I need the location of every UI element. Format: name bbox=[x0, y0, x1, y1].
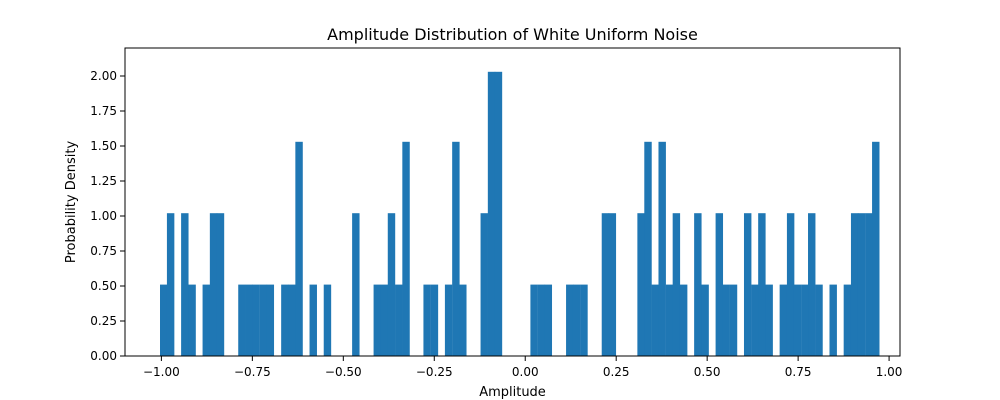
histogram-bar bbox=[373, 284, 382, 356]
y-tick-label: 0.00 bbox=[90, 349, 117, 363]
x-tick-label: 0.75 bbox=[785, 365, 812, 379]
y-axis-label: Probability Density bbox=[64, 141, 79, 264]
histogram-bar bbox=[252, 284, 260, 356]
histogram-bar bbox=[658, 141, 666, 356]
histogram-bar bbox=[729, 284, 738, 356]
histogram-bar bbox=[758, 213, 766, 356]
histogram-bar bbox=[872, 141, 880, 356]
histogram-bar bbox=[601, 213, 610, 356]
histogram-bar bbox=[188, 284, 196, 356]
histogram-bar bbox=[801, 284, 809, 356]
histogram-bar bbox=[216, 213, 225, 356]
histogram-bar bbox=[245, 284, 253, 356]
y-tick-label: 1.00 bbox=[90, 209, 117, 223]
histogram-bar bbox=[459, 284, 467, 356]
histogram-bar bbox=[387, 213, 396, 356]
histogram-bar bbox=[580, 284, 588, 356]
histogram-bar bbox=[266, 284, 275, 356]
histogram-bar bbox=[566, 284, 574, 356]
histogram-bar bbox=[530, 284, 538, 356]
histogram-bar bbox=[743, 213, 752, 356]
histogram-bar bbox=[637, 213, 645, 356]
histogram-bar bbox=[679, 284, 688, 356]
x-tick-label: −0.25 bbox=[416, 365, 453, 379]
histogram-bar bbox=[793, 284, 802, 356]
histogram-bar bbox=[352, 213, 360, 356]
y-axis-ticks: 0.00 0.25 0.50 0.75 1.00 1.25 1.50 1.75 2.00 bbox=[90, 69, 125, 363]
x-tick-label: 0.00 bbox=[512, 365, 539, 379]
histogram-bar bbox=[786, 213, 795, 356]
histogram-bar bbox=[423, 284, 431, 356]
histogram-bar bbox=[665, 284, 674, 356]
y-tick-label: 1.75 bbox=[90, 104, 117, 118]
y-tick-label: 1.50 bbox=[90, 139, 117, 153]
histogram-bar bbox=[672, 213, 681, 356]
histogram-bar bbox=[166, 213, 175, 356]
y-tick-label: 0.50 bbox=[90, 279, 117, 293]
histogram-bar bbox=[815, 284, 823, 356]
histogram-bar bbox=[209, 213, 218, 356]
histogram-bar bbox=[309, 284, 317, 356]
x-axis-label: Amplitude bbox=[479, 385, 546, 400]
histogram-bar bbox=[865, 213, 873, 356]
x-tick-label: 0.50 bbox=[694, 365, 721, 379]
histogram-bar bbox=[160, 284, 168, 356]
chart-title: Amplitude Distribution of White Uniform … bbox=[327, 25, 698, 44]
x-tick-label: 1.00 bbox=[876, 365, 903, 379]
histogram-bar bbox=[380, 284, 389, 356]
histogram-bar bbox=[323, 284, 332, 356]
histogram-bar bbox=[651, 284, 659, 356]
histogram-bar bbox=[701, 284, 709, 356]
histogram-bar bbox=[608, 213, 617, 356]
histogram-bar bbox=[537, 284, 546, 356]
histogram-bar bbox=[644, 141, 652, 356]
histogram-bar bbox=[295, 141, 303, 356]
histogram-bar bbox=[857, 213, 866, 356]
y-tick-label: 2.00 bbox=[90, 69, 117, 83]
histogram-bar bbox=[395, 284, 403, 356]
histogram-bar bbox=[715, 213, 724, 356]
y-tick-label: 0.25 bbox=[90, 314, 117, 328]
histogram-bar bbox=[751, 284, 759, 356]
histogram-bar bbox=[259, 284, 268, 356]
histogram-bar bbox=[829, 284, 837, 356]
x-tick-label: −0.50 bbox=[325, 365, 362, 379]
histogram-bar bbox=[480, 213, 488, 356]
histogram-bar bbox=[694, 213, 702, 356]
histogram-bar bbox=[850, 213, 859, 356]
histogram-bar bbox=[181, 213, 189, 356]
histogram-bar bbox=[444, 284, 453, 356]
histogram-bar bbox=[765, 284, 773, 356]
histogram-bar bbox=[402, 141, 410, 356]
x-axis-ticks: −1.00 −0.75 −0.50 −0.25 0.00 0.25 0.50 0.75 1.00 bbox=[143, 356, 902, 379]
histogram-bar bbox=[808, 213, 816, 356]
histogram-bar bbox=[452, 141, 460, 356]
histogram-bar bbox=[572, 284, 581, 356]
histogram-bar bbox=[722, 284, 730, 356]
histogram-bars bbox=[160, 71, 880, 357]
x-tick-label: −0.75 bbox=[234, 365, 271, 379]
histogram-bar bbox=[202, 284, 210, 356]
histogram-bar bbox=[843, 284, 852, 356]
histogram-bar bbox=[544, 284, 553, 356]
y-tick-label: 0.75 bbox=[90, 244, 117, 258]
histogram-bar bbox=[494, 71, 503, 357]
histogram-bar bbox=[779, 284, 788, 356]
histogram-bar bbox=[430, 284, 439, 356]
histogram-bar bbox=[288, 284, 296, 356]
y-tick-label: 1.25 bbox=[90, 174, 117, 188]
histogram-bar bbox=[487, 71, 496, 357]
x-tick-label: 0.25 bbox=[603, 365, 630, 379]
histogram-bar bbox=[281, 284, 289, 356]
plot-frame bbox=[124, 47, 901, 357]
x-tick-label: −1.00 bbox=[143, 365, 180, 379]
histogram-bar bbox=[238, 284, 246, 356]
